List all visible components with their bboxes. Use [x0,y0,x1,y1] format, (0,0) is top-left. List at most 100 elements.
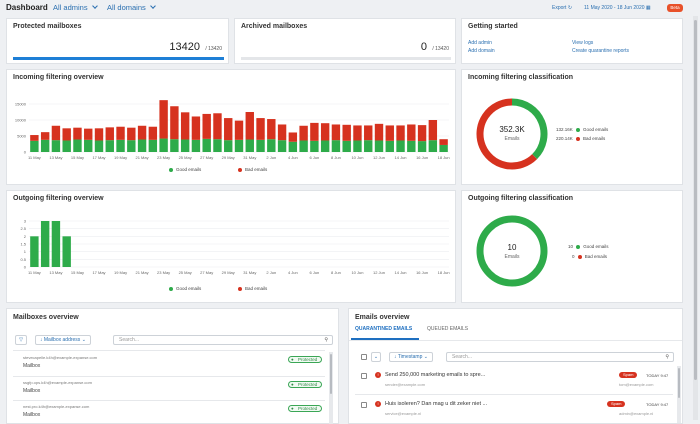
archived-progress [241,57,451,60]
x-tick-label: 19 May [114,270,127,275]
email-row[interactable]: ! Huis isoleren? Dan mag u dit zeker nie… [355,394,673,422]
spam-badge: Spam [619,372,638,378]
status-badge: ● Protected [288,356,323,363]
archived-title: Archived mailboxes [241,23,308,30]
page-scrollbar-thumb[interactable] [694,20,697,380]
good-bar [288,141,298,152]
x-tick-label: 16 Jun [416,270,428,275]
email-search-input[interactable]: Search... ⚲ [446,352,674,362]
good-bar [428,140,438,152]
getting-started-title: Getting started [468,23,518,30]
x-tick-label: 10 Jun [351,270,363,275]
emails-scrollbar-thumb[interactable] [678,368,680,398]
arrow-down-icon: ↓ [40,337,43,343]
x-tick-label: 18 Jun [438,270,450,275]
archived-total: / 13420 [432,46,449,52]
tab-queued-emails[interactable]: QUEUED EMAILS [427,326,469,332]
good-bar [191,139,201,152]
bad-bar [256,118,265,140]
mailbox-search-input[interactable]: Search... ⚲ [113,335,333,345]
sort-timestamp-label: Timestamp [397,354,423,360]
incoming-good-label: Good emails [583,127,609,132]
x-tick-label: 2 Jun [266,155,276,160]
good-bar [407,140,416,152]
incoming-bad-label: Bad emails [583,136,606,141]
active-tab-indicator [351,338,419,340]
filter-icon: ▽ [19,337,23,343]
bad-bar [396,125,405,141]
select-all-checkbox[interactable] [361,354,367,360]
outgoing-legend-bad-label: Bad emails [245,286,268,291]
incoming-overview-title: Incoming filtering overview [13,74,104,81]
email-to: tom@example.com [619,382,654,387]
x-tick-label: 21 May [136,270,149,275]
tab-quarantined-emails[interactable]: QUARANTINED EMAILS [355,326,413,332]
donut-slice [511,98,548,160]
add-admin-link[interactable]: Add admin [468,40,492,46]
filter-button[interactable]: ▽ [15,335,27,345]
status-label: Protected [298,406,318,411]
good-bar [364,140,373,152]
tabs-divider [349,340,682,341]
x-tick-label: 14 Jun [395,270,407,275]
incoming-bad-value: 220.14K [556,136,573,141]
protected-total: / 13420 [205,46,222,52]
table-row[interactable]: nest.pro.k4h@example-expanse.com Mailbox… [13,400,325,424]
mailboxes-scrollbar[interactable] [329,352,333,424]
shield-icon: ● [291,406,294,411]
mailbox-type: Mailbox [23,363,41,369]
export-button[interactable]: Export ↻ [552,5,572,11]
bulk-actions-dropdown[interactable]: ⌄ [371,352,381,362]
status-label: Protected [298,382,318,387]
page-scrollbar[interactable] [693,16,698,420]
good-dot-icon [576,244,581,249]
view-logs-link[interactable]: View logs [572,40,594,46]
row-checkbox[interactable] [361,402,367,408]
email-row[interactable]: ! Send 250,000 marketing emails to spre.… [355,366,673,394]
bad-bar [342,124,351,141]
good-bar [94,140,104,152]
mailbox-type: Mailbox [23,412,41,418]
outgoing-legend-good-label: Good emails [176,286,202,291]
outgoing-overview-card: Outgoing filtering overview 3 2.5 2 1.5 1 0.5… [6,190,456,303]
table-row[interactable]: ssgfp.ops.k4h@example-expanse.com Mailbo… [13,376,325,400]
x-tick-label: 8 Jun [331,155,341,160]
bad-bar [299,125,308,141]
x-tick-label: 23 May [157,270,170,275]
emails-scrollbar[interactable] [677,366,681,423]
good-bar [30,140,39,152]
x-tick-label: 16 Jun [416,155,428,160]
good-bar [310,140,319,152]
x-tick-label: 4 Jun [288,155,298,160]
emails-title: Emails overview [355,314,410,321]
create-quarantine-reports-link[interactable]: Create quarantine reports [572,48,629,54]
mailbox-search-placeholder: Search... [119,337,140,343]
x-tick-label: 13 May [49,155,62,160]
calendar-icon: ▦ [645,5,651,11]
x-tick-label: 31 May [243,270,256,275]
good-bar [40,139,50,152]
incoming-overview-card: Incoming filtering overview 15000 10000 50… [6,69,456,185]
good-bar [331,140,341,152]
email-time: TODAY 9:47 [646,402,669,407]
bad-bar [407,124,416,141]
bad-bar [417,125,427,142]
x-tick-label: 14 Jun [395,155,407,160]
mailboxes-scrollbar-thumb[interactable] [330,354,332,394]
good-bar [30,236,39,267]
good-bar [320,140,330,152]
sort-timestamp-button[interactable]: ↓ Timestamp ⌄ [389,352,433,362]
row-checkbox[interactable] [361,373,367,379]
add-domain-link[interactable]: Add domain [468,48,495,54]
good-bar [51,221,61,267]
x-tick-label: 19 May [114,155,127,160]
email-from: service@example.nl [385,411,422,416]
good-dot-icon [576,127,581,132]
bad-bar [94,128,104,141]
sort-mailbox-button[interactable]: ↓ Mailbox address ⌄ [35,335,91,345]
domains-dropdown[interactable]: All domains [107,3,156,12]
admins-dropdown[interactable]: All admins [53,3,98,12]
date-range-picker[interactable]: 11 May 2020 - 18 Jun 2020 ▦ [584,5,651,11]
arrow-down-icon: ↓ [394,354,397,360]
table-row[interactable]: stevecapelle.k4h@example-expanse.com Mai… [13,352,325,376]
